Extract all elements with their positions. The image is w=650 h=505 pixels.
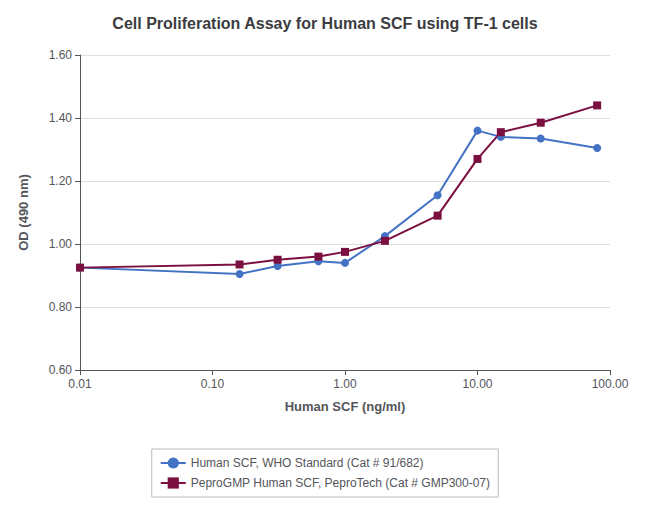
svg-text:100.00: 100.00 bbox=[592, 377, 629, 391]
svg-text:1.40: 1.40 bbox=[49, 111, 73, 125]
svg-text:10.00: 10.00 bbox=[462, 377, 492, 391]
svg-text:1.20: 1.20 bbox=[49, 174, 73, 188]
svg-text:Human SCF, WHO Standard (Cat #: Human SCF, WHO Standard (Cat # 91/682) bbox=[191, 456, 424, 470]
svg-text:1.00: 1.00 bbox=[49, 237, 73, 251]
svg-text:1.00: 1.00 bbox=[333, 377, 357, 391]
svg-text:OD (490 nm): OD (490 nm) bbox=[16, 174, 31, 251]
svg-text:1.60: 1.60 bbox=[49, 48, 73, 62]
svg-text:Cell Proliferation Assay for H: Cell Proliferation Assay for Human SCF u… bbox=[112, 15, 537, 32]
svg-text:0.60: 0.60 bbox=[49, 363, 73, 377]
svg-text:0.10: 0.10 bbox=[201, 377, 225, 391]
svg-text:0.80: 0.80 bbox=[49, 300, 73, 314]
svg-text:PeproGMP Human SCF, PeproTech: PeproGMP Human SCF, PeproTech (Cat # GMP… bbox=[191, 476, 490, 490]
svg-text:Human SCF (ng/ml): Human SCF (ng/ml) bbox=[285, 399, 406, 414]
svg-text:0.01: 0.01 bbox=[68, 377, 92, 391]
